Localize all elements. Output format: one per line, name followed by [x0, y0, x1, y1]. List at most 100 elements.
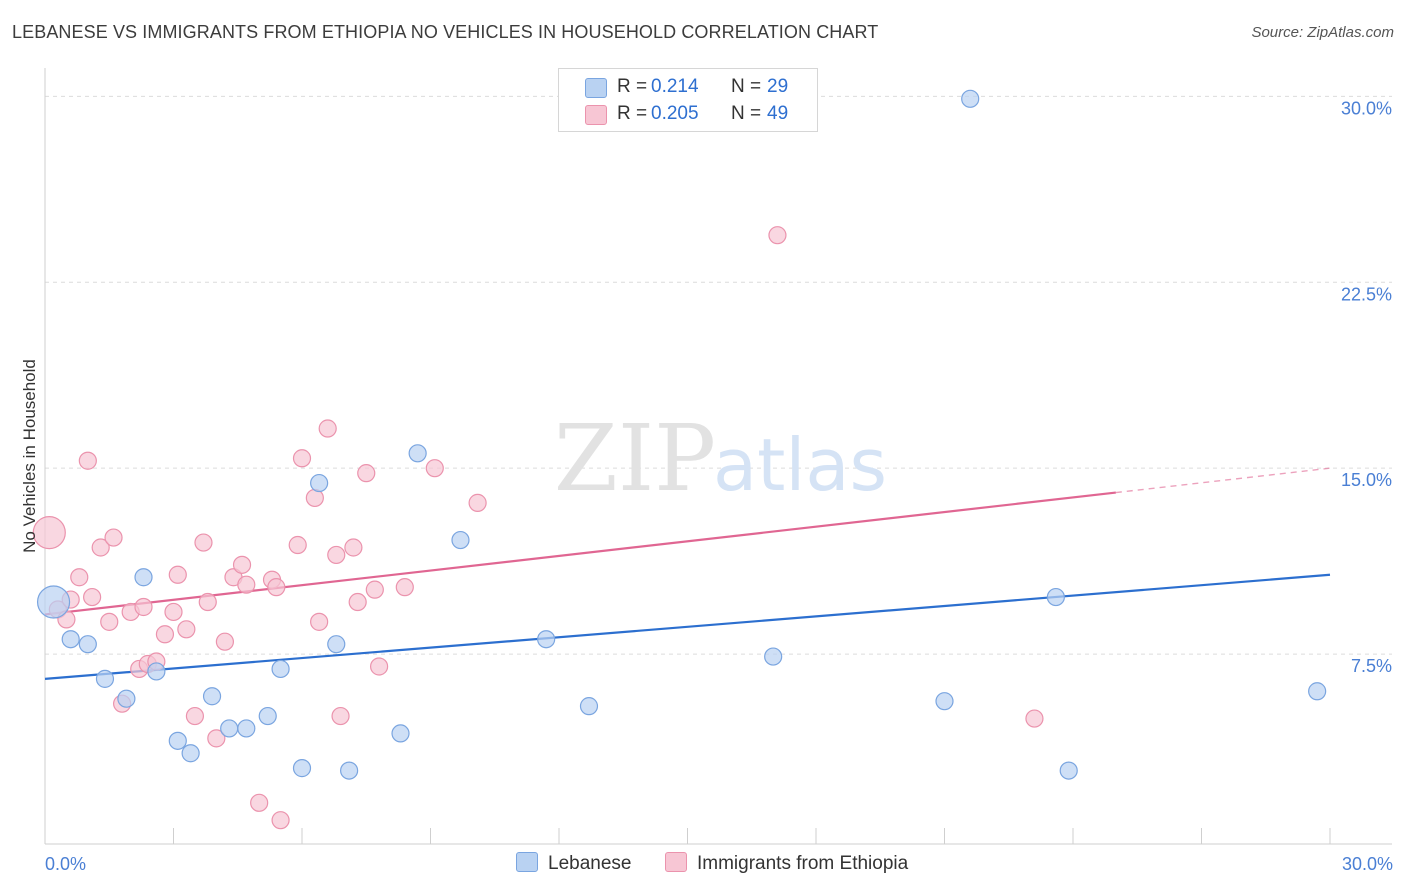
source-credit: Source: ZipAtlas.com: [1251, 24, 1394, 41]
lebanese-point: [147, 662, 166, 681]
ethiopia-point: [395, 578, 414, 597]
lebanese-swatch: [585, 78, 607, 98]
axes: [44, 68, 1392, 845]
lebanese-legend-swatch: [516, 852, 538, 872]
y-tick-label: 30.0%: [1341, 98, 1392, 118]
ethiopia-point: [155, 625, 175, 644]
ethiopia-point: [271, 811, 290, 830]
lebanese-point: [36, 585, 71, 619]
lebanese-point: [764, 647, 783, 666]
lebanese-r-value: 0.214: [651, 76, 699, 97]
watermark-atlas: atlas: [713, 423, 887, 507]
ethiopia-point: [318, 419, 337, 438]
lebanese-point: [1308, 682, 1327, 701]
ethiopia-point: [468, 493, 487, 512]
ethiopia-point: [164, 602, 183, 622]
ethiopia-point: [344, 538, 363, 557]
ethiopia-point: [134, 597, 153, 617]
ethiopia-point: [91, 538, 110, 557]
lebanese-point: [258, 706, 277, 726]
legend-r-label: R =: [617, 103, 648, 124]
x-tick-label: 30.0%: [1342, 854, 1393, 874]
ethiopia-n-value: 49: [767, 103, 789, 124]
lebanese-point: [935, 692, 954, 711]
ethiopia-point: [357, 464, 376, 483]
ethiopia-point: [1025, 709, 1044, 728]
ethiopia-point: [331, 706, 350, 726]
ethiopia-point: [207, 729, 226, 748]
lebanese-point: [168, 731, 187, 750]
ethiopia-point: [168, 565, 187, 584]
ethiopia-point: [310, 612, 329, 631]
ethiopia-point: [78, 451, 97, 470]
lebanese-point: [202, 687, 222, 706]
lebanese-point: [237, 719, 256, 738]
ethiopia-r-value: 0.205: [651, 103, 699, 124]
lebanese-point: [95, 669, 115, 688]
lebanese-point: [181, 744, 200, 763]
lebanese-point: [292, 759, 312, 778]
ethiopia-point: [292, 449, 312, 468]
lebanese-n-value: 29: [767, 76, 789, 97]
ethiopia-point: [327, 545, 346, 565]
ethiopia-point: [267, 578, 286, 597]
tick-labels: 7.5% 15.0% 22.5% 30.0% 0.0% 30.0%: [45, 98, 1393, 874]
y-tick-label: 15.0%: [1341, 470, 1392, 490]
ethiopia-point: [185, 706, 205, 726]
ethiopia-point: [100, 612, 119, 631]
lebanese-point: [961, 89, 980, 108]
lebanese-point: [1059, 761, 1078, 780]
trend-lines: [44, 467, 1331, 680]
grid-lines: [45, 95, 1392, 655]
series-legend-ethiopia: Immigrants from Ethiopia: [665, 852, 908, 875]
ethiopia-point: [177, 620, 196, 639]
series-legend-lebanese: Lebanese: [516, 852, 631, 875]
watermark-zip: ZIP: [554, 405, 716, 512]
trend-line-0: [44, 573, 1331, 680]
legend-n-label: N =: [731, 103, 762, 124]
ethiopia-point: [425, 459, 444, 478]
lebanese-point: [451, 530, 470, 550]
ethiopia-point: [237, 575, 256, 594]
ethiopia-swatch: [585, 105, 607, 125]
y-tick-label: 22.5%: [1341, 284, 1392, 304]
ethiopia-point: [32, 516, 66, 550]
ethiopia-point: [198, 592, 217, 612]
y-tick-label: 7.5%: [1351, 656, 1392, 676]
correlation-legend: R = 0.214 N = 29 R = 0.205 N = 49: [558, 68, 818, 132]
data-points: [32, 89, 1327, 830]
lebanese-point: [117, 689, 136, 708]
lebanese-legend-label: Lebanese: [548, 853, 632, 874]
ethiopia-point: [348, 592, 367, 612]
lebanese-point: [1046, 587, 1065, 607]
ethiopia-point: [215, 632, 234, 651]
lebanese-point: [271, 659, 290, 679]
lebanese-point: [310, 473, 329, 493]
ethiopia-point: [768, 226, 787, 245]
trend-line-1: [44, 491, 1116, 616]
x-tick-label: 0.0%: [45, 854, 86, 874]
chart-title: LEBANESE VS IMMIGRANTS FROM ETHIOPIA NO …: [12, 22, 879, 42]
ethiopia-point: [370, 657, 389, 676]
ethiopia-point: [365, 580, 384, 599]
lebanese-point: [327, 635, 346, 654]
ethiopia-point: [232, 555, 252, 574]
legend-r-label: R =: [617, 76, 648, 97]
ethiopia-point: [250, 793, 269, 812]
y-axis-label: No Vehicles in Household: [20, 359, 39, 553]
lebanese-point: [537, 630, 556, 649]
lebanese-point: [78, 635, 97, 654]
ethiopia-legend-swatch: [665, 852, 687, 872]
zipatlas-watermark: ZIP atlas: [554, 405, 887, 512]
lebanese-point: [579, 697, 599, 716]
ethiopia-point: [288, 535, 307, 555]
ethiopia-point: [70, 568, 89, 587]
lebanese-point: [61, 630, 80, 649]
trend-line-extension-1: [1115, 467, 1331, 494]
lebanese-point: [220, 719, 239, 738]
legend-n-label: N =: [731, 76, 762, 97]
lebanese-point: [134, 568, 153, 587]
lebanese-point: [408, 444, 427, 463]
ethiopia-point: [104, 528, 123, 547]
